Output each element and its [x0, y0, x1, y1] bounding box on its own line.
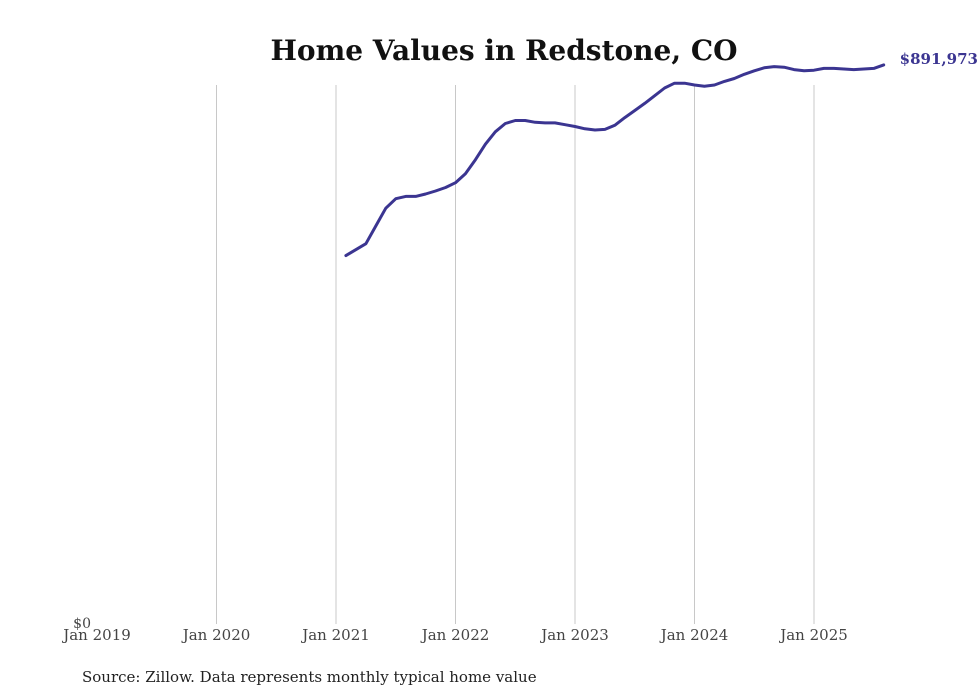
end-value-label: $891,973	[900, 50, 978, 68]
x-axis-ticks: Jan 2019 Jan 2020 Jan 2021 Jan 2022 Jan 2023…	[61, 626, 848, 644]
y-tick-label-zero: $0	[73, 616, 91, 632]
x-tick-jan-2023: Jan 2023	[539, 626, 609, 644]
x-tick-jan-2020: Jan 2020	[181, 626, 251, 644]
source-note: Source: Zillow. Data represents monthly …	[82, 668, 537, 686]
series-layer: $891,973	[344, 50, 978, 258]
x-tick-jan-2021: Jan 2021	[300, 626, 370, 644]
x-tick-jan-2022: Jan 2022	[420, 626, 490, 644]
x-tick-jan-2025: Jan 2025	[778, 626, 848, 644]
chart-title: Home Values in Redstone, CO	[270, 34, 737, 67]
x-tick-jan-2024: Jan 2024	[659, 626, 729, 644]
grid-lines	[216, 85, 815, 624]
x-tick-jan-2019: Jan 2019	[61, 626, 131, 644]
series-line-home-value	[344, 63, 886, 258]
